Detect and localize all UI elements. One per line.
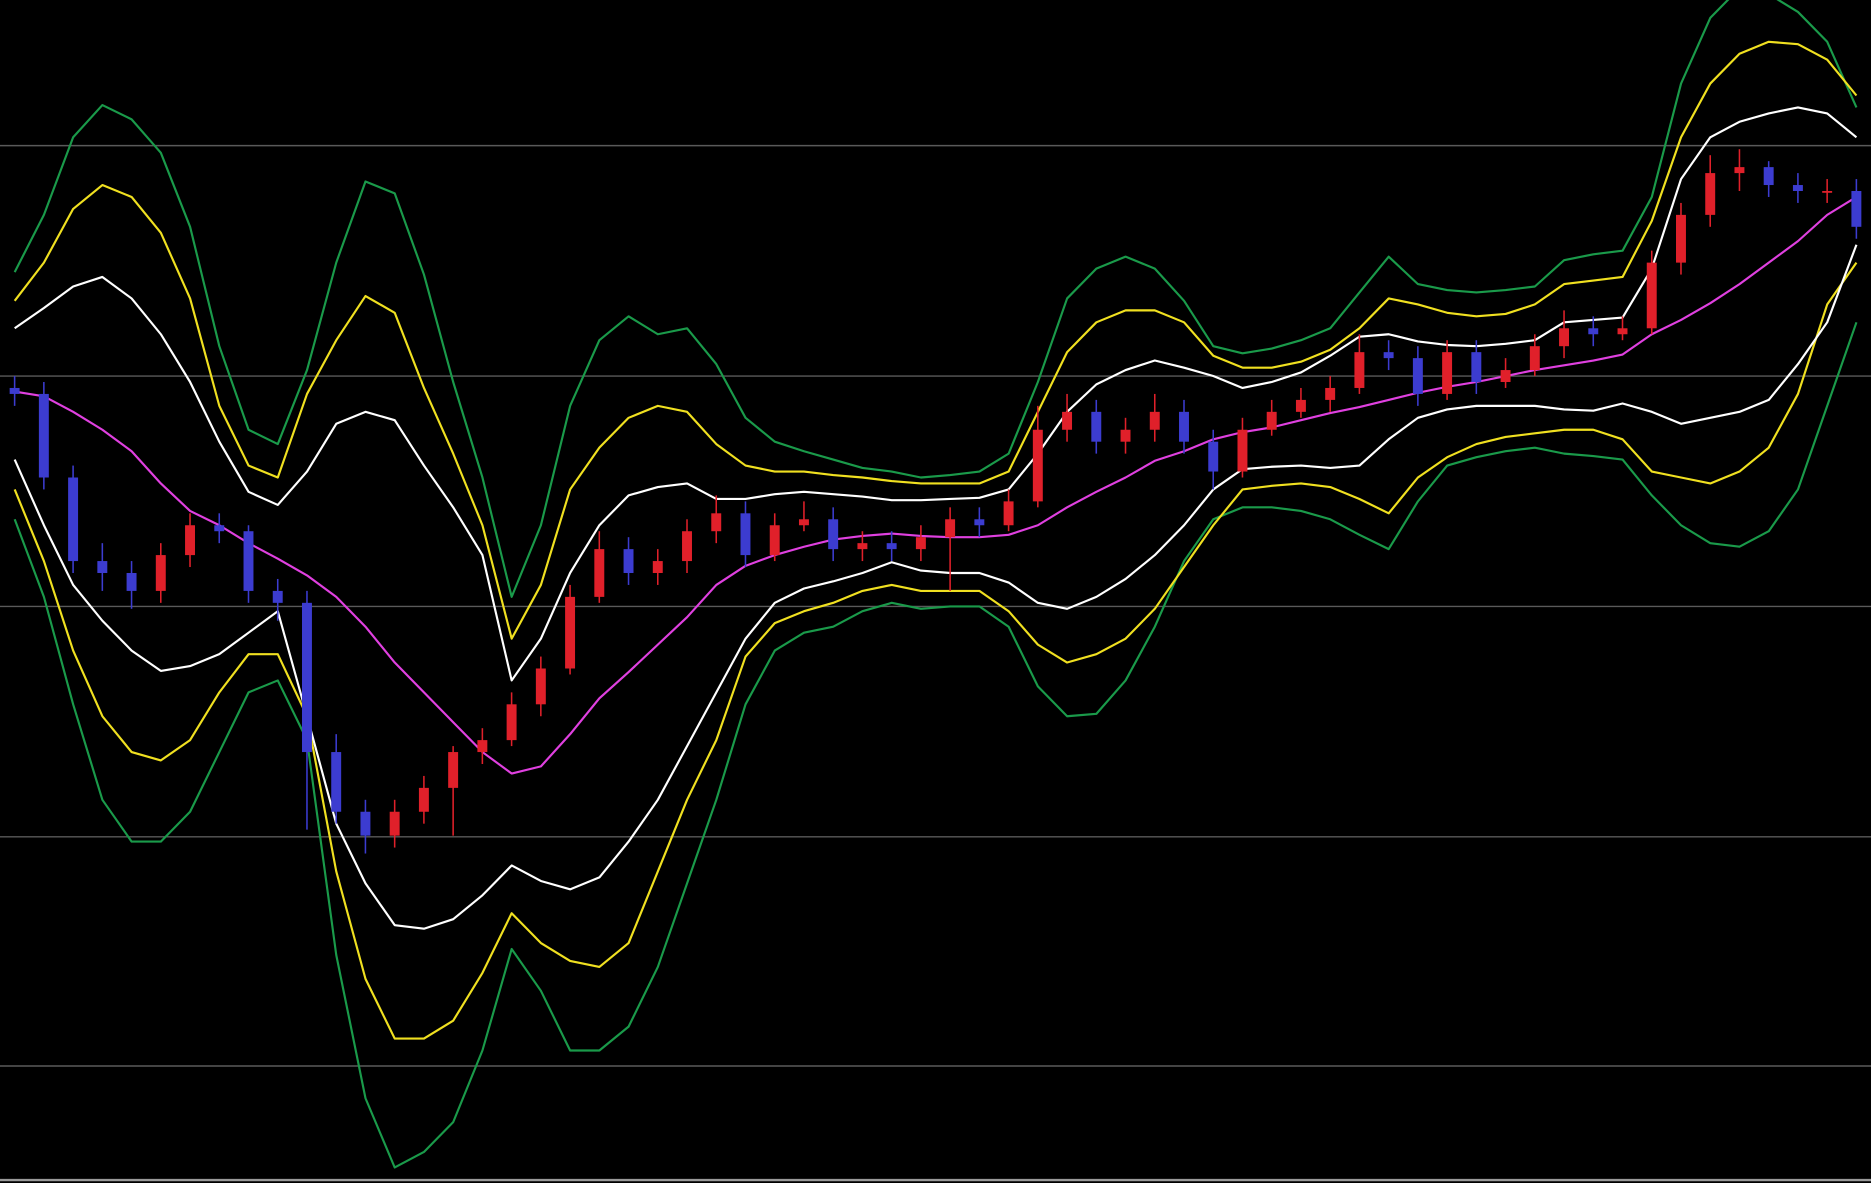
candle-body — [1588, 328, 1599, 335]
candle-body — [798, 519, 809, 526]
band-line — [13, 0, 1858, 598]
candle-body — [915, 537, 926, 550]
candle-body — [126, 572, 137, 591]
candle-body — [1529, 346, 1540, 371]
candle-body — [331, 752, 342, 812]
candle-body — [1295, 399, 1306, 412]
candle-body — [1266, 411, 1277, 430]
candle-body — [945, 519, 956, 538]
candle-body — [1237, 429, 1248, 472]
candle-body — [594, 549, 605, 597]
candle-body — [1325, 387, 1336, 400]
candle-body — [506, 704, 517, 741]
candle-body — [565, 596, 576, 669]
candle-body — [886, 543, 897, 550]
candle-body — [243, 531, 254, 591]
candle-body — [769, 525, 780, 556]
candle-body — [1617, 328, 1628, 335]
candle-body — [1208, 441, 1219, 472]
candle-body — [1091, 411, 1102, 442]
candle-body — [1032, 429, 1043, 502]
candle-body — [1792, 185, 1803, 191]
candle-body — [1149, 411, 1160, 430]
candle-body — [185, 525, 195, 556]
band-line — [13, 244, 1858, 930]
candle-body — [1705, 173, 1716, 215]
candle-body — [9, 387, 20, 394]
candle-body — [155, 555, 166, 591]
candle-body — [418, 787, 429, 812]
candle-body — [1412, 358, 1423, 394]
candle-body — [857, 543, 868, 550]
candle-body — [740, 513, 751, 556]
candle-body — [1471, 352, 1482, 382]
candle-body — [1851, 190, 1862, 227]
candle-body — [652, 561, 663, 573]
candle-body — [1676, 214, 1686, 263]
candle-body — [1062, 411, 1073, 430]
candle-body — [1120, 429, 1131, 442]
candle-body — [1646, 262, 1657, 329]
candle-body — [1763, 167, 1774, 186]
candle-body — [1442, 352, 1453, 394]
candle-body — [828, 519, 839, 550]
band-line — [14, 106, 1858, 682]
band-line — [13, 321, 1858, 1169]
candle-body — [1003, 501, 1014, 526]
candle-body — [1500, 370, 1511, 382]
candle-body — [214, 525, 225, 532]
band-line — [13, 262, 1858, 1040]
candle-body — [68, 477, 79, 562]
candle-body — [682, 531, 692, 562]
candle-body — [1383, 352, 1394, 359]
candle-body — [535, 668, 546, 705]
candle-body — [623, 549, 634, 573]
candle-body — [477, 740, 488, 753]
candle-body — [974, 519, 985, 526]
candle-body — [97, 561, 108, 573]
candle-body — [38, 393, 49, 478]
candle-body — [1559, 328, 1570, 347]
band-line — [14, 196, 1858, 775]
candle-body — [272, 590, 283, 603]
candle-body — [1354, 352, 1365, 388]
candle-body — [389, 811, 400, 836]
candle-body — [1734, 167, 1745, 174]
candle-body — [1822, 190, 1833, 193]
candle-body — [1179, 411, 1189, 442]
band-line — [13, 40, 1858, 640]
candle-body — [448, 752, 459, 788]
candle-body — [301, 602, 312, 753]
candle-body — [360, 811, 371, 836]
candle-body — [711, 513, 722, 532]
